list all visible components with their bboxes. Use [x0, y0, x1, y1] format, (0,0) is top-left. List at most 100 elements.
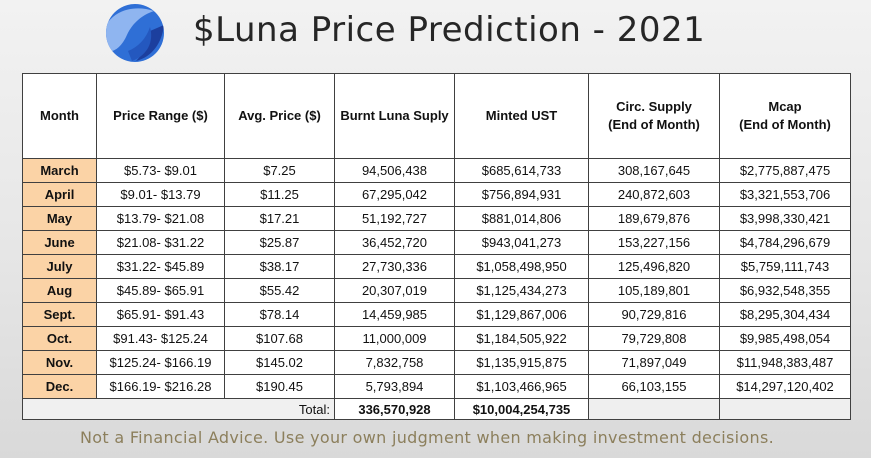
column-header-mcap: Mcap (End of Month)	[719, 73, 851, 159]
cell-avg-price: $25.87	[224, 230, 335, 255]
header: $Luna Price Prediction - 2021	[0, 0, 871, 66]
column-header-minted-ust: Minted UST	[454, 73, 589, 159]
cell-circ-supply: 240,872,603	[588, 182, 720, 207]
cell-mcap: $8,295,304,434	[719, 302, 851, 327]
column-header-burnt-luna: Burnt Luna Suply	[334, 73, 455, 159]
cell-circ-supply: 153,227,156	[588, 230, 720, 255]
cell-price-range: $31.22- $45.89	[96, 254, 225, 279]
cell-month: April	[22, 182, 97, 207]
cell-burnt-luna: 20,307,019	[334, 278, 455, 303]
column-header-avg-price: Avg. Price ($)	[224, 73, 335, 159]
cell-avg-price: $107.68	[224, 326, 335, 351]
table-row: June $21.08- $31.22 $25.87 36,452,720 $943,0…	[22, 230, 851, 255]
cell-minted-ust: $756,894,931	[454, 182, 589, 207]
cell-mcap: $5,759,111,743	[719, 254, 851, 279]
total-row: Total: 336,570,928 $10,004,254,735	[22, 398, 851, 420]
cell-mcap: $4,784,296,679	[719, 230, 851, 255]
cell-minted-ust: $881,014,806	[454, 206, 589, 231]
cell-mcap: $9,985,498,054	[719, 326, 851, 351]
cell-month: Nov.	[22, 350, 97, 375]
table-row: Dec. $166.19- $216.28 $190.45 5,793,894 $1,1…	[22, 374, 851, 399]
cell-month: Oct.	[22, 326, 97, 351]
total-blank-cell	[719, 398, 851, 420]
total-burnt-luna: 336,570,928	[334, 398, 455, 420]
cell-mcap: $2,775,887,475	[719, 158, 851, 183]
cell-avg-price: $145.02	[224, 350, 335, 375]
cell-price-range: $91.43- $125.24	[96, 326, 225, 351]
cell-price-range: $166.19- $216.28	[96, 374, 225, 399]
cell-minted-ust: $685,614,733	[454, 158, 589, 183]
cell-price-range: $21.08- $31.22	[96, 230, 225, 255]
cell-price-range: $5.73- $9.01	[96, 158, 225, 183]
cell-month: Sept.	[22, 302, 97, 327]
cell-burnt-luna: 51,192,727	[334, 206, 455, 231]
column-header-month: Month	[22, 73, 97, 159]
total-blank-cell	[588, 398, 720, 420]
cell-circ-supply: 79,729,808	[588, 326, 720, 351]
cell-month: March	[22, 158, 97, 183]
cell-minted-ust: $1,103,466,965	[454, 374, 589, 399]
table-header-row: Month Price Range ($) Avg. Price ($) Bur…	[22, 73, 851, 159]
cell-mcap: $14,297,120,402	[719, 374, 851, 399]
cell-price-range: $13.79- $21.08	[96, 206, 225, 231]
cell-minted-ust: $1,125,434,273	[454, 278, 589, 303]
cell-price-range: $125.24- $166.19	[96, 350, 225, 375]
cell-avg-price: $17.21	[224, 206, 335, 231]
cell-burnt-luna: 36,452,720	[334, 230, 455, 255]
cell-mcap: $3,998,330,421	[719, 206, 851, 231]
total-minted-ust: $10,004,254,735	[454, 398, 589, 420]
cell-burnt-luna: 94,506,438	[334, 158, 455, 183]
cell-burnt-luna: 7,832,758	[334, 350, 455, 375]
cell-mcap: $6,932,548,355	[719, 278, 851, 303]
cell-month: July	[22, 254, 97, 279]
table-row: Nov. $125.24- $166.19 $145.02 7,832,758 $1,1…	[22, 350, 851, 375]
cell-avg-price: $78.14	[224, 302, 335, 327]
terra-luna-logo-icon	[106, 4, 164, 62]
price-prediction-table: Month Price Range ($) Avg. Price ($) Bur…	[22, 73, 851, 420]
cell-burnt-luna: 5,793,894	[334, 374, 455, 399]
table-row: Oct. $91.43- $125.24 $107.68 11,000,009 $1,1…	[22, 326, 851, 351]
cell-circ-supply: 105,189,801	[588, 278, 720, 303]
cell-burnt-luna: 11,000,009	[334, 326, 455, 351]
cell-burnt-luna: 67,295,042	[334, 182, 455, 207]
column-header-circ-supply: Circ. Supply (End of Month)	[588, 73, 720, 159]
cell-circ-supply: 66,103,155	[588, 374, 720, 399]
page-title: $Luna Price Prediction - 2021	[193, 10, 706, 50]
cell-minted-ust: $1,135,915,875	[454, 350, 589, 375]
cell-circ-supply: 71,897,049	[588, 350, 720, 375]
table-row: Sept. $65.91- $91.43 $78.14 14,459,985 $1,12…	[22, 302, 851, 327]
cell-price-range: $45.89- $65.91	[96, 278, 225, 303]
column-header-price-range: Price Range ($)	[96, 73, 225, 159]
total-label: Total:	[22, 398, 335, 420]
table-body: March $5.73- $9.01 $7.25 94,506,438 $685,614…	[22, 158, 851, 420]
cell-minted-ust: $1,058,498,950	[454, 254, 589, 279]
cell-avg-price: $38.17	[224, 254, 335, 279]
cell-month: June	[22, 230, 97, 255]
table-row: March $5.73- $9.01 $7.25 94,506,438 $685,614…	[22, 158, 851, 183]
cell-minted-ust: $1,184,505,922	[454, 326, 589, 351]
cell-minted-ust: $943,041,273	[454, 230, 589, 255]
cell-burnt-luna: 27,730,336	[334, 254, 455, 279]
table-row: July $31.22- $45.89 $38.17 27,730,336 $1,058…	[22, 254, 851, 279]
table-row: May $13.79- $21.08 $17.21 51,192,727 $881,01…	[22, 206, 851, 231]
cell-circ-supply: 90,729,816	[588, 302, 720, 327]
cell-avg-price: $7.25	[224, 158, 335, 183]
cell-month: Aug	[22, 278, 97, 303]
cell-avg-price: $11.25	[224, 182, 335, 207]
cell-burnt-luna: 14,459,985	[334, 302, 455, 327]
cell-avg-price: $190.45	[224, 374, 335, 399]
cell-mcap: $3,321,553,706	[719, 182, 851, 207]
cell-minted-ust: $1,129,867,006	[454, 302, 589, 327]
cell-price-range: $65.91- $91.43	[96, 302, 225, 327]
disclaimer-text: Not a Financial Advice. Use your own jud…	[80, 428, 774, 447]
cell-circ-supply: 189,679,876	[588, 206, 720, 231]
cell-month: Dec.	[22, 374, 97, 399]
table-row: Aug $45.89- $65.91 $55.42 20,307,019 $1,125,…	[22, 278, 851, 303]
cell-circ-supply: 125,496,820	[588, 254, 720, 279]
table-row: April $9.01- $13.79 $11.25 67,295,042 $756,8…	[22, 182, 851, 207]
cell-avg-price: $55.42	[224, 278, 335, 303]
cell-month: May	[22, 206, 97, 231]
cell-price-range: $9.01- $13.79	[96, 182, 225, 207]
cell-circ-supply: 308,167,645	[588, 158, 720, 183]
cell-mcap: $11,948,383,487	[719, 350, 851, 375]
